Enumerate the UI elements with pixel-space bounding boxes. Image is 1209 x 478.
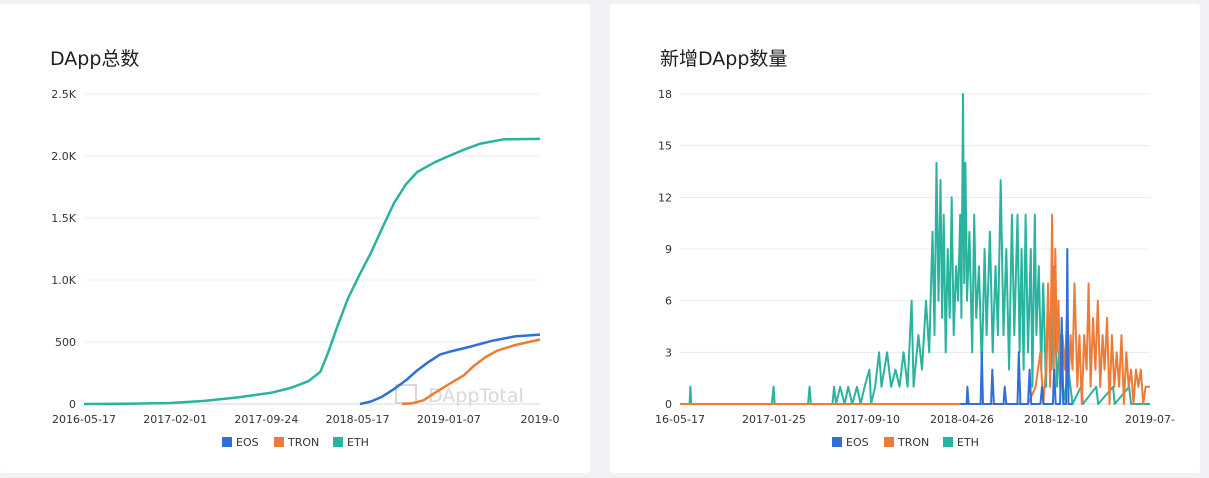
legend-swatch-eos — [222, 437, 232, 447]
x-tick-label: 16-05-17 — [655, 413, 705, 426]
legend-swatch-eos — [832, 437, 842, 447]
legend-label-eth[interactable]: ETH — [957, 436, 979, 449]
chart-legend: EOS TRON ETH — [832, 436, 979, 449]
y-tick-label: 2.5K — [51, 88, 76, 101]
y-tick-label: 18 — [658, 88, 672, 101]
x-tick-label: 2017-09-24 — [234, 413, 298, 426]
chart-title: 新增DApp数量 — [660, 48, 788, 70]
watermark-logo-icon — [395, 384, 417, 404]
y-tick-label: 2.0K — [51, 150, 76, 163]
legend-label-tron[interactable]: TRON — [897, 436, 929, 449]
x-tick-label: 2017-02-01 — [143, 413, 207, 426]
x-tick-label: 2017-09-10 — [836, 413, 900, 426]
x-tick-label: 2019-07- — [1125, 413, 1175, 426]
x-tick-label: 2016-05-17 — [52, 413, 116, 426]
chart-title: DApp总数 — [50, 48, 140, 70]
series-line-eos — [359, 333, 541, 406]
series-line-tron — [401, 338, 541, 406]
legend-swatch-eth — [333, 437, 343, 447]
total-dapps-card: DApp总数 0 500 1.0K 1.5K 2.0K 2.5K 2016-05-17 201… — [0, 4, 590, 473]
new-dapps-card: 新增DApp数量 0 3 6 9 12 15 18 16-05-17 2017-01-25 201… — [610, 4, 1200, 473]
y-tick-label: 3 — [665, 346, 672, 359]
legend-label-tron[interactable]: TRON — [287, 436, 319, 449]
y-tick-label: 0 — [69, 398, 76, 411]
x-tick-label: 2018-04-26 — [930, 413, 994, 426]
x-tick-label: 2017-01-25 — [742, 413, 806, 426]
watermark-text: DAppTotal — [428, 385, 524, 407]
y-tick-label: 6 — [665, 295, 672, 308]
series-line-eos — [960, 248, 1073, 405]
y-tick-label: 500 — [55, 336, 76, 349]
legend-label-eth[interactable]: ETH — [347, 436, 369, 449]
legend-label-eos[interactable]: EOS — [236, 436, 259, 449]
x-tick-label: 2019-01-07 — [417, 413, 481, 426]
x-tick-label: 2018-05-17 — [326, 413, 390, 426]
chart-legend: EOS TRON ETH — [222, 436, 369, 449]
x-tick-label: 2019-0 — [521, 413, 560, 426]
series-line-eth — [83, 137, 541, 406]
series-line-eth — [680, 93, 1150, 405]
y-tick-label: 9 — [665, 243, 672, 256]
series-line-tron — [680, 213, 1150, 405]
new-dapps-chart: 0 3 6 9 12 15 18 16-05-17 2017-01-25 2017-09-10 20… — [655, 88, 1175, 449]
y-tick-label: 0 — [665, 398, 672, 411]
legend-swatch-eth — [943, 437, 953, 447]
legend-swatch-tron — [884, 437, 894, 447]
y-tick-label: 12 — [658, 191, 672, 204]
y-tick-label: 1.5K — [51, 212, 76, 225]
legend-label-eos[interactable]: EOS — [846, 436, 869, 449]
y-tick-label: 1.0K — [51, 274, 76, 287]
legend-swatch-tron — [274, 437, 284, 447]
total-dapps-chart: 0 500 1.0K 1.5K 2.0K 2.5K 2016-05-17 2017-02-01… — [51, 88, 560, 449]
x-tick-label: 2018-12-10 — [1024, 413, 1088, 426]
y-tick-label: 15 — [658, 140, 672, 153]
